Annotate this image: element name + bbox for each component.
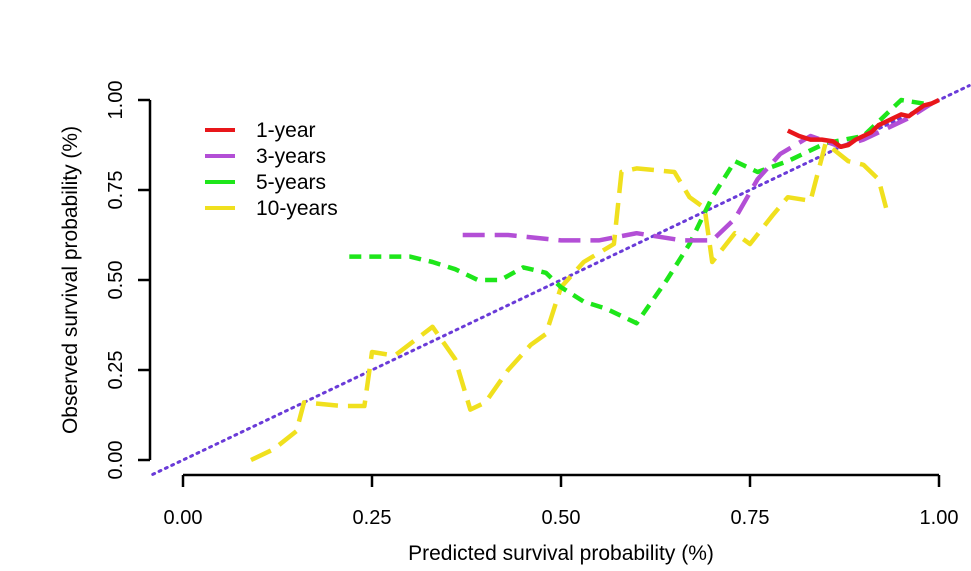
legend-label: 3-years (256, 145, 326, 168)
y-tick-label: 0.25 (105, 351, 127, 390)
y-tick-label: 1.00 (105, 81, 127, 120)
plot-area (151, 84, 971, 476)
x-axis-title: Predicted survival probability (%) (408, 542, 714, 565)
x-tick-label: 0.00 (164, 507, 203, 529)
series-line-3-years (462, 101, 933, 243)
x-tick-label: 0.75 (731, 507, 770, 529)
y-axis-title: Observed survival probability (%) (59, 126, 82, 434)
y-tick-label: 0.50 (105, 261, 127, 300)
series-line-1-year (786, 97, 940, 150)
axes: 0.00 0.25 0.50 0.75 1.00 0.00 0.25 0.50 … (59, 81, 958, 565)
series-line-10-years (250, 140, 889, 463)
y-tick-label: 0.75 (105, 171, 127, 210)
x-tick-label: 1.00 (920, 507, 959, 529)
x-tick-label: 0.50 (542, 507, 581, 529)
x-tick-label: 0.25 (353, 507, 392, 529)
legend-label: 5-years (256, 171, 326, 194)
series-line-5-years (349, 97, 925, 326)
legend-label: 1-year (256, 119, 316, 142)
y-tick-label: 0.00 (105, 441, 127, 480)
legend-label: 10-years (256, 197, 338, 220)
legend: 1-year 3-years 5-years 10-years (205, 119, 338, 220)
